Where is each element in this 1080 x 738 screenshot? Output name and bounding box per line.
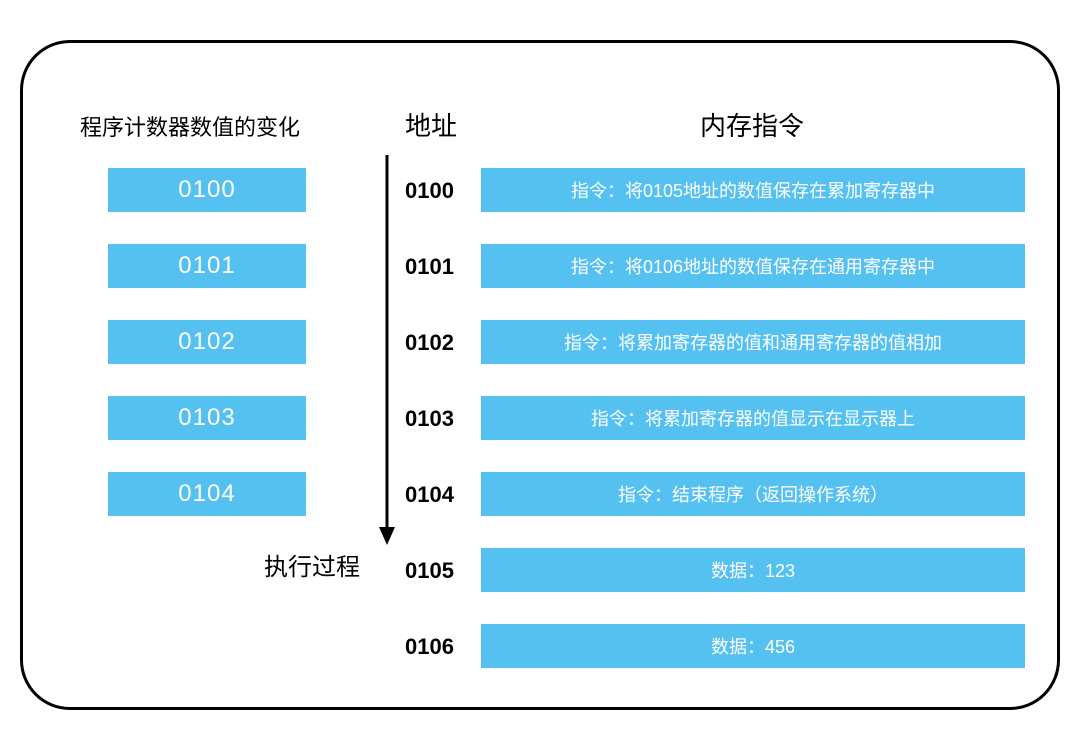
- addr-label-0102: 0102: [405, 330, 465, 356]
- mem-box-0104: 指令：结束程序（返回操作系统）: [481, 472, 1025, 516]
- mem-box-0101: 指令：将0106地址的数值保存在通用寄存器中: [481, 244, 1025, 288]
- pc-box-3: 0103: [108, 396, 306, 440]
- mem-box-0103: 指令：将累加寄存器的值显示在显示器上: [481, 396, 1025, 440]
- mem-box-0102: 指令：将累加寄存器的值和通用寄存器的值相加: [481, 320, 1025, 364]
- addr-label-0104: 0104: [405, 482, 465, 508]
- addr-label-0105: 0105: [405, 558, 465, 584]
- addr-label-0106: 0106: [405, 634, 465, 660]
- execution-arrow: [377, 155, 397, 545]
- pc-box-1: 0101: [108, 244, 306, 288]
- exec-process-label: 执行过程: [264, 547, 360, 582]
- pc-title: 程序计数器数值的变化: [80, 110, 300, 142]
- pc-box-2: 0102: [108, 320, 306, 364]
- pc-box-0: 0100: [108, 168, 306, 212]
- addr-label-0101: 0101: [405, 254, 465, 280]
- mem-box-0105: 数据：123: [481, 548, 1025, 592]
- pc-box-4: 0104: [108, 472, 306, 516]
- addr-label-0100: 0100: [405, 178, 465, 204]
- mem-box-0100: 指令：将0105地址的数值保存在累加寄存器中: [481, 168, 1025, 212]
- mem-box-0106: 数据：456: [481, 624, 1025, 668]
- mem-header: 内存指令: [700, 106, 804, 143]
- addr-header: 地址: [405, 106, 457, 143]
- addr-label-0103: 0103: [405, 406, 465, 432]
